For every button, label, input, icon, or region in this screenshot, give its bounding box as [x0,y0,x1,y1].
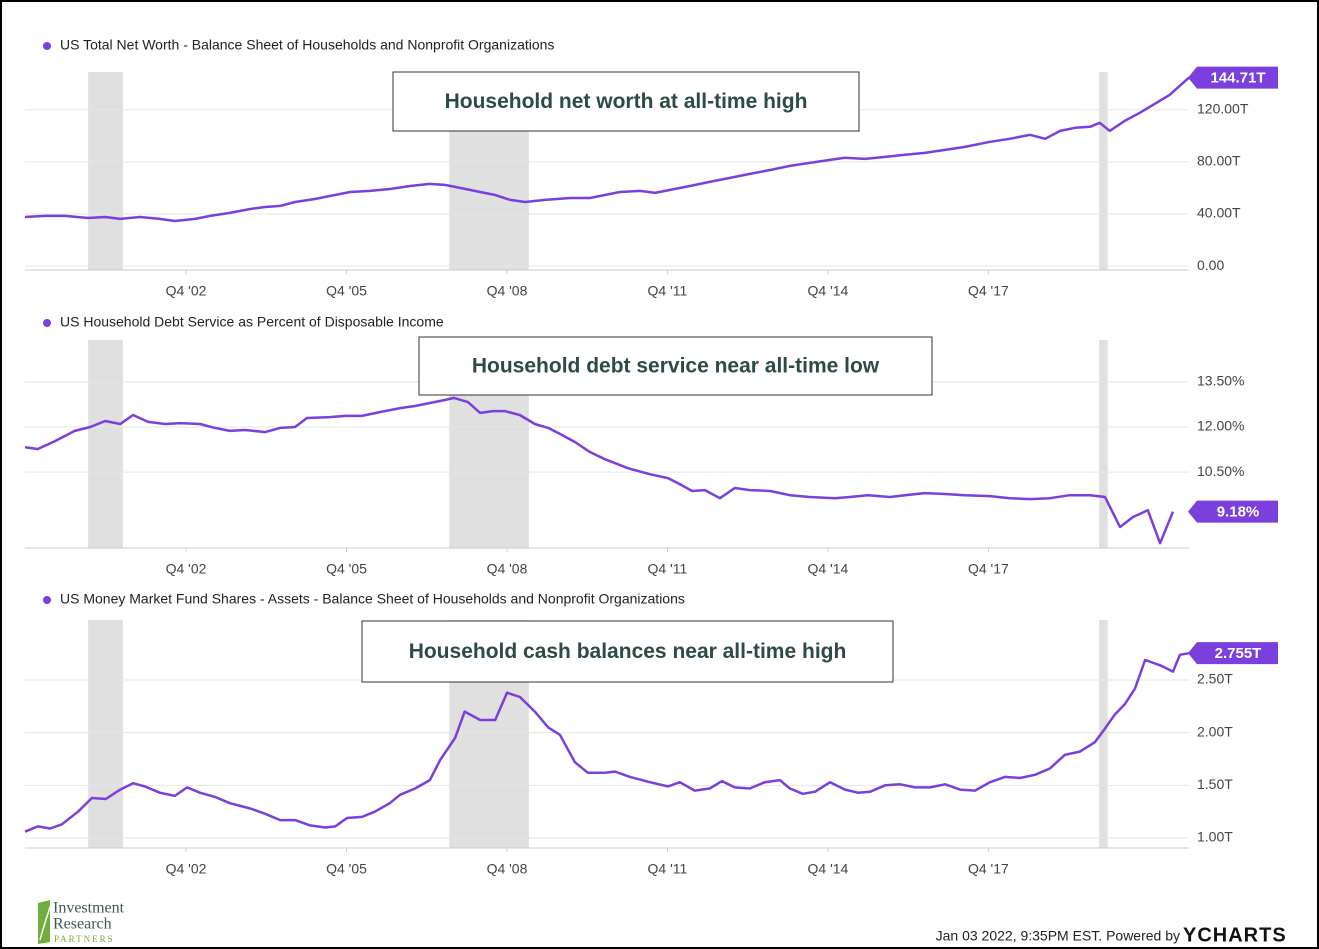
logo-line3: PARTNERS [54,934,115,944]
logo-line1: Investment [53,900,125,917]
x-tick-label: Q4 '08 [487,861,528,877]
legend-label: US Household Debt Service as Percent of … [60,314,444,330]
x-tick-label: Q4 '05 [326,861,367,877]
legend-marker [43,596,51,604]
x-tick-label: Q4 '02 [166,283,207,299]
x-tick-label: Q4 '11 [648,283,688,299]
y-tick-label: 10.50% [1197,463,1244,479]
annotation-box [418,336,933,396]
y-tick-label: 12.00% [1197,418,1244,434]
recession-band [88,72,123,270]
x-tick-label: Q4 '05 [326,561,367,577]
y-tick-label: 2.50T [1197,671,1233,687]
logo-line2: Research [53,916,112,933]
value-label-tag [1188,66,1278,89]
x-tick-label: Q4 '05 [326,283,367,299]
value-label: 2.755T [1215,645,1262,662]
x-tick-label: Q4 '11 [648,561,688,577]
x-tick-label: Q4 '08 [487,283,528,299]
panel: 10.50% 12.00% 13.50% Q4 '02 Q4 '05 Q4 '08 Q4 '… [24,314,1278,577]
value-label-tag [1188,642,1278,665]
footer-timestamp: Jan 03 2022, 9:35PM EST. Powered by [936,928,1180,944]
x-tick-label: Q4 '02 [166,561,207,577]
series-line [24,76,1190,223]
y-tick-label: 120.00T [1197,100,1249,116]
logo-stem [39,901,53,941]
logo: Investment Research PARTNERS [38,900,125,944]
recession-band [88,620,123,848]
series-line [24,396,1175,545]
annotation: Household cash balances near all-time hi… [409,640,847,663]
y-tick-label: 1.00T [1197,829,1233,845]
x-tick-label: Q4 '17 [968,861,1009,877]
annotation-box [361,620,894,683]
x-tick-label: Q4 '14 [808,561,849,577]
recession-band [1099,72,1108,270]
footer-brand: YCHARTS [1183,924,1287,946]
x-tick-label: Q4 '14 [808,283,849,299]
legend-marker [43,319,51,327]
panel: 0.00 40.00T 80.00T 120.00T Q4 '02 Q4 '05 Q4 '0… [24,37,1278,299]
logo-leaf [38,900,50,944]
x-tick-label: Q4 '14 [808,861,849,877]
x-tick-label: Q4 '08 [487,561,528,577]
x-tick-label: Q4 '17 [968,283,1009,299]
y-tick-label: 2.00T [1197,723,1233,739]
recession-band [1099,620,1108,848]
panel: 1.00T 1.50T 2.00T 2.50T Q4 '02 Q4 '05 Q4 '08 Q4… [24,591,1278,877]
y-tick-label: 40.00T [1197,205,1241,221]
y-tick-label: 1.50T [1197,776,1233,792]
legend-label: US Money Market Fund Shares - Assets - B… [60,591,685,607]
recession-band [88,340,123,548]
value-label-tag [1188,500,1278,523]
y-tick-label: 0.00 [1197,257,1224,273]
x-tick-label: Q4 '11 [648,861,688,877]
annotation-box [392,71,860,132]
legend-marker [43,42,51,50]
series-line [24,651,1190,833]
x-tick-label: Q4 '02 [166,861,207,877]
legend-label: US Total Net Worth - Balance Sheet of Ho… [60,37,554,53]
y-tick-label: 80.00T [1197,153,1241,169]
x-tick-label: Q4 '17 [968,561,1009,577]
y-tick-label: 13.50% [1197,373,1244,389]
recession-band [1099,340,1108,548]
value-label: 9.18% [1217,504,1260,521]
annotation: Household debt service near all-time low [472,355,880,378]
value-label: 144.71T [1210,70,1265,87]
annotation: Household net worth at all-time high [445,90,808,113]
